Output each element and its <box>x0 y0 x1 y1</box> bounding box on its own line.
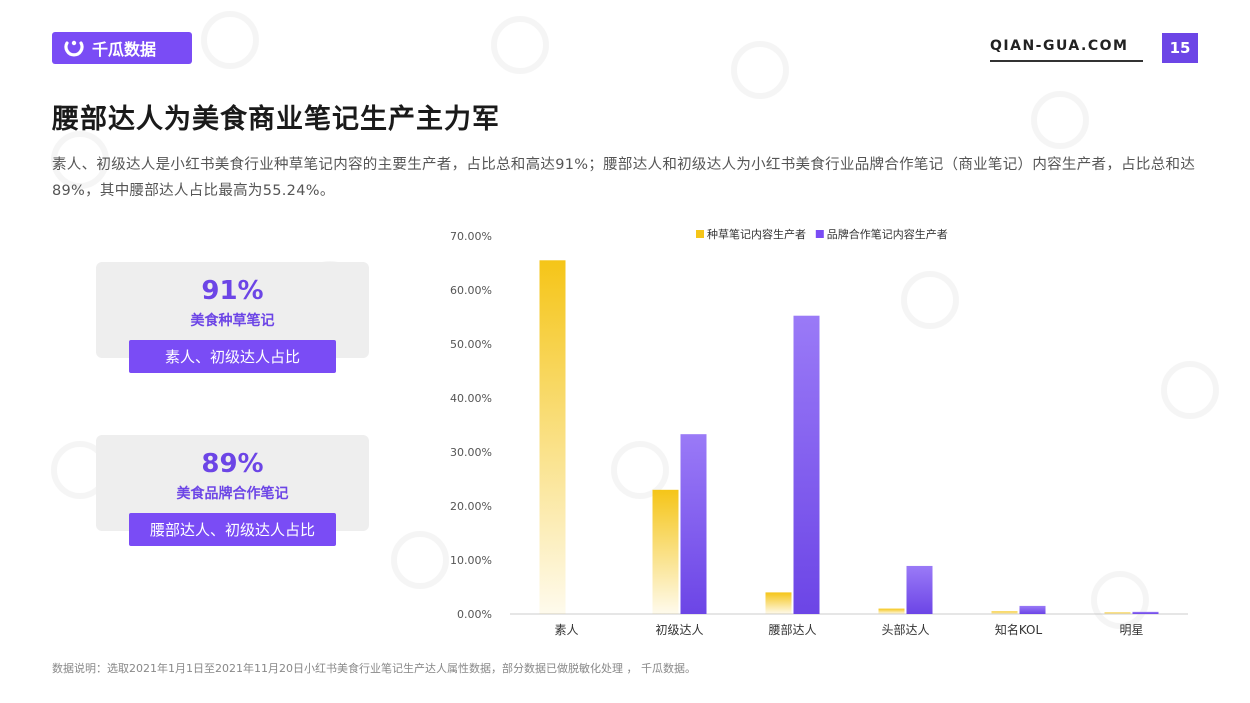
stat-card-brand: 89% 美食品牌合作笔记 腰部达人、初级达人占比 <box>96 435 369 546</box>
y-tick-label: 20.00% <box>450 500 492 513</box>
stat-value: 89% <box>201 449 264 479</box>
bar-seeding <box>878 608 905 614</box>
site-url: QIAN-GUA.COM <box>990 38 1129 54</box>
bar-seeding <box>652 489 679 614</box>
bar-brand <box>1132 611 1159 614</box>
logo-icon <box>64 40 84 57</box>
site-underline <box>990 60 1143 62</box>
bar-brand <box>680 434 707 614</box>
bar-brand <box>906 565 933 614</box>
page-number: 15 <box>1162 33 1198 63</box>
stat-tag: 腰部达人、初级达人占比 <box>129 513 336 546</box>
y-tick-label: 50.00% <box>450 338 492 351</box>
logo-text: 千瓜数据 <box>92 40 157 59</box>
bar-brand <box>793 315 820 614</box>
x-tick-label: 腰部达人 <box>768 622 816 637</box>
bar-brand <box>1019 605 1046 614</box>
y-tick-label: 40.00% <box>450 392 492 405</box>
y-tick-label: 10.00% <box>450 554 492 567</box>
y-tick-label: 60.00% <box>450 284 492 297</box>
legend-swatch <box>815 230 824 238</box>
stat-subtitle: 美食种草笔记 <box>190 313 275 329</box>
x-tick-label: 素人 <box>554 623 578 637</box>
page-title: 腰部达人为美食商业笔记生产主力军 <box>52 104 500 135</box>
legend-swatch <box>696 230 704 238</box>
stat-subtitle: 美食品牌合作笔记 <box>176 486 289 502</box>
y-tick-label: 30.00% <box>450 446 492 459</box>
x-tick-label: 知名KOL <box>995 622 1043 637</box>
bar-seeding <box>991 611 1018 614</box>
bar-seeding <box>539 260 566 614</box>
stat-value: 91% <box>201 276 264 306</box>
data-note: 数据说明：选取2021年1月1日至2021年11月20日小红书美食行业笔记生产达… <box>52 662 696 675</box>
stat-card-seeding: 91% 美食种草笔记 素人、初级达人占比 <box>96 262 369 373</box>
stat-tag: 素人、初级达人占比 <box>129 340 336 373</box>
x-tick-label: 初级达人 <box>655 623 703 637</box>
page-description: 素人、初级达人是小红书美食行业种草笔记内容的主要生产者，占比总和高达91%；腰部… <box>52 157 1196 199</box>
x-tick-label: 明星 <box>1119 623 1143 637</box>
brand-logo: 千瓜数据 <box>52 32 192 64</box>
legend-label: 种草笔记内容生产者 <box>707 227 806 241</box>
y-tick-label: 70.00% <box>450 230 492 243</box>
bar-seeding <box>765 592 792 614</box>
bar-chart: 0.00% 10.00% 20.00% 30.00% 40.00% 50.00% 60.00… <box>450 227 1188 637</box>
x-tick-label: 头部达人 <box>881 622 929 637</box>
bar-seeding <box>1104 612 1131 614</box>
legend-label: 品牌合作笔记内容生产者 <box>827 227 948 241</box>
y-tick-label: 0.00% <box>457 608 492 621</box>
